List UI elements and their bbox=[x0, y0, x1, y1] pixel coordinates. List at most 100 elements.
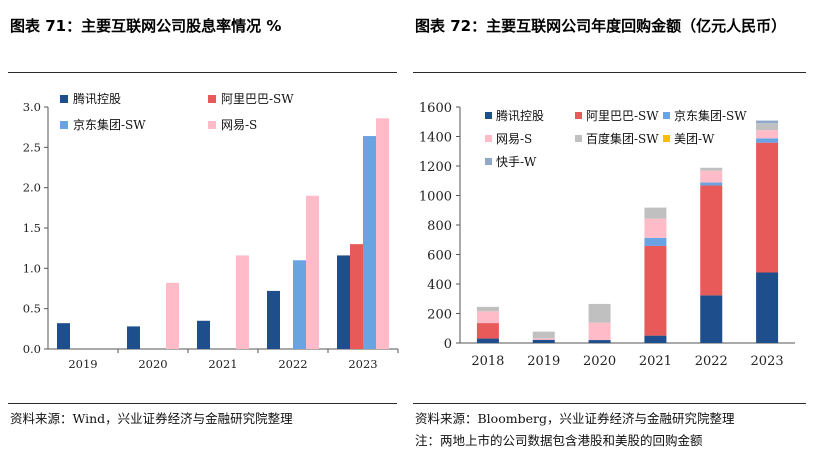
bar-segment bbox=[756, 272, 779, 343]
x-tick-label: 2019 bbox=[527, 354, 560, 369]
bar-segment bbox=[588, 303, 611, 323]
legend-swatch bbox=[485, 135, 492, 142]
legend-swatch bbox=[663, 112, 670, 119]
bar-segment bbox=[756, 120, 779, 124]
source-note: 资料来源：Wind，兴业证券经济与金融研究院整理 bbox=[10, 411, 293, 426]
x-tick-label: 2020 bbox=[583, 354, 616, 369]
bar-segment bbox=[588, 340, 611, 343]
bar-segment bbox=[700, 295, 723, 343]
bar bbox=[57, 323, 70, 349]
bar-segment bbox=[756, 142, 779, 273]
bottom-divider bbox=[8, 403, 397, 404]
bar-segment bbox=[476, 323, 499, 339]
x-tick-label: 2020 bbox=[138, 357, 167, 371]
y-tick-label: 600 bbox=[427, 249, 452, 264]
legend-label: 美团-W bbox=[674, 132, 715, 146]
bar-segment bbox=[644, 207, 667, 219]
y-tick-label: 2.5 bbox=[23, 140, 41, 154]
y-tick-label: 200 bbox=[427, 308, 452, 323]
bar bbox=[363, 136, 376, 349]
y-tick-label: 800 bbox=[427, 219, 452, 234]
y-tick-label: 1600 bbox=[419, 101, 452, 116]
legend-label: 腾讯控股 bbox=[73, 91, 121, 106]
bar-segment bbox=[532, 339, 555, 343]
bar bbox=[267, 290, 280, 349]
x-tick-label: 2022 bbox=[278, 357, 307, 371]
y-tick-label: 400 bbox=[427, 278, 452, 293]
legend-swatch bbox=[485, 112, 492, 119]
legend-label: 阿里巴巴-SW bbox=[586, 109, 659, 123]
y-tick-label: 1000 bbox=[419, 190, 452, 205]
legend-swatch bbox=[485, 158, 492, 165]
legend-swatch bbox=[663, 135, 670, 142]
bar-segment bbox=[476, 338, 499, 343]
bar-segment bbox=[700, 185, 723, 296]
legend-swatch bbox=[60, 121, 68, 129]
y-tick-label: 1400 bbox=[419, 131, 452, 146]
bottom-divider bbox=[413, 403, 806, 404]
bar-segment bbox=[476, 311, 499, 324]
y-tick-label: 1200 bbox=[419, 160, 452, 175]
bar bbox=[350, 244, 363, 349]
legend-label: 腾讯控股 bbox=[496, 108, 544, 123]
bar-segment bbox=[700, 170, 723, 183]
bar-segment bbox=[532, 331, 555, 339]
x-tick-label: 2021 bbox=[639, 354, 672, 369]
legend-label: 京东集团-SW bbox=[674, 108, 747, 123]
buyback-chart: 0 200 400 600 800 1000 1200 1400 1600 2018 2019 202… bbox=[419, 101, 795, 369]
bar-segment bbox=[700, 182, 723, 186]
legend-label: 快手-W bbox=[496, 155, 537, 169]
bar bbox=[337, 255, 350, 349]
y-tick-label: 0.0 bbox=[23, 342, 41, 356]
legend-label: 京东集团-SW bbox=[73, 117, 146, 132]
x-tick-label: 2023 bbox=[751, 354, 784, 369]
bar bbox=[197, 320, 210, 349]
legend-swatch bbox=[575, 135, 582, 142]
dividend-yield-chart: 0.0 0.5 1.0 1.5 2.0 2.5 3.0 2019 2020 2021 2022 202… bbox=[23, 91, 399, 371]
bar-segment bbox=[700, 167, 723, 171]
legend-label: 阿里巴巴-SW bbox=[221, 92, 294, 106]
bar-segment bbox=[756, 138, 779, 143]
bar-segment bbox=[476, 306, 499, 312]
y-tick-label: 0 bbox=[444, 337, 452, 352]
top-divider bbox=[413, 72, 806, 73]
legend-swatch bbox=[60, 95, 68, 103]
x-tick-label: 2021 bbox=[208, 357, 237, 371]
bar bbox=[236, 255, 249, 349]
bar-segment bbox=[644, 245, 667, 336]
chart-title: 图表 72：主要互联网公司年度回购金额（亿元人民币） bbox=[415, 17, 787, 35]
top-divider bbox=[8, 72, 397, 73]
bar-segment bbox=[644, 335, 667, 343]
legend-swatch bbox=[208, 121, 216, 129]
bar bbox=[306, 195, 319, 349]
footnote: 注：两地上市的公司数据包含港股和美股的回购金额 bbox=[415, 433, 703, 448]
bar-segment bbox=[756, 130, 779, 139]
legend-swatch bbox=[575, 112, 582, 119]
y-tick-label: 1.5 bbox=[23, 221, 41, 235]
y-tick-label: 1.0 bbox=[23, 261, 41, 275]
legend-swatch bbox=[208, 95, 216, 103]
bar-segment bbox=[756, 123, 779, 131]
buyback-panel: 图表 72：主要互联网公司年度回购金额（亿元人民币） 0 200 400 600 800… bbox=[405, 0, 814, 466]
dividend-yield-panel: 图表 71：主要互联网公司股息率情况 % 0.0 0.5 1.0 1.5 2.0 2.5 3… bbox=[0, 0, 405, 466]
x-tick-label: 2018 bbox=[471, 354, 504, 369]
y-tick-label: 2.0 bbox=[23, 181, 41, 195]
bar bbox=[127, 326, 140, 349]
bar-segment bbox=[644, 218, 667, 238]
chart-title: 图表 71：主要互联网公司股息率情况 % bbox=[10, 17, 282, 35]
bar bbox=[166, 282, 179, 349]
legend-label: 网易-S bbox=[496, 132, 532, 146]
x-tick-label: 2023 bbox=[348, 357, 377, 371]
bar-segment bbox=[644, 237, 667, 246]
bar-segment bbox=[588, 322, 611, 341]
bar bbox=[376, 118, 389, 349]
bar-segment bbox=[532, 338, 555, 340]
legend-label: 百度集团-SW bbox=[586, 131, 659, 146]
x-tick-label: 2019 bbox=[68, 357, 97, 371]
x-tick-label: 2022 bbox=[695, 354, 728, 369]
y-tick-label: 3.0 bbox=[23, 100, 41, 114]
legend-label: 网易-S bbox=[221, 118, 257, 132]
y-tick-label: 0.5 bbox=[23, 302, 41, 316]
source-note: 资料来源：Bloomberg，兴业证券经济与金融研究院整理 bbox=[415, 411, 735, 426]
bar bbox=[293, 260, 306, 349]
